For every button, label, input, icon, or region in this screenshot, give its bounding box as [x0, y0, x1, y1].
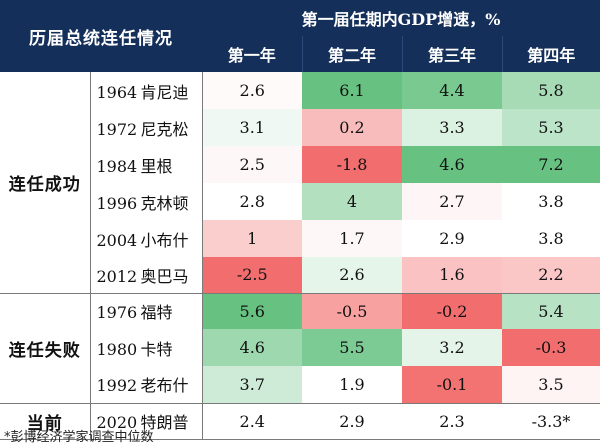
election-year: 1972 — [96, 119, 138, 139]
gdp-value-cell: 4.6 — [202, 329, 302, 366]
table-row: 连任失败 1976 福特 5.6 -0.5 -0.2 5.4 — [0, 293, 600, 404]
election-year: 2012 — [96, 266, 138, 286]
row-label: 2020 特朗普 — [90, 403, 203, 440]
gdp-value-cell: 2.4 — [202, 403, 302, 440]
president-name: 卡特 — [140, 339, 173, 359]
president-name: 特朗普 — [140, 413, 189, 432]
gdp-value-cell: -1.8 — [302, 146, 402, 183]
gdp-span-header: 第一届任期内GDP增速，% — [202, 0, 600, 36]
president-name: 老布什 — [140, 376, 189, 396]
election-year: 1992 — [96, 376, 138, 396]
gdp-value-cell: 3.8 — [502, 220, 600, 257]
row-label: 1980 卡特 — [90, 329, 203, 366]
table-row: 1972 尼克松 3.1 0.2 3.3 5.3 — [0, 109, 600, 146]
president-name: 尼克松 — [140, 119, 189, 139]
group-label: 当前 — [0, 403, 91, 440]
gdp-value-cell: -3.3* — [502, 403, 600, 440]
gdp-value-cell: 1 — [202, 220, 302, 257]
group-label: 连任成功 — [0, 72, 91, 294]
gdp-value-cell: 0.2 — [302, 109, 402, 146]
table-row: 1984 里根 2.5 -1.8 4.6 7.2 — [0, 146, 600, 183]
row-label: 1992 老布什 — [90, 366, 203, 404]
gdp-value-cell: 2.5 — [202, 146, 302, 183]
gdp-value-cell: 2.7 — [402, 183, 502, 220]
gdp-value-cell: 3.5 — [502, 366, 600, 404]
row-label: 1984 里根 — [90, 146, 203, 183]
gdp-value-cell: 2.3 — [402, 403, 502, 440]
table-row: 1996 克林顿 2.8 4 2.7 3.8 — [0, 183, 600, 220]
row-label: 1976 福特 — [90, 293, 203, 329]
gdp-value-cell: -0.3 — [502, 329, 600, 366]
gdp-value-cell: 6.1 — [302, 72, 402, 109]
gdp-value-cell: -0.1 — [402, 366, 502, 404]
election-year: 1984 — [96, 156, 138, 176]
gdp-value-cell: 3.2 — [402, 329, 502, 366]
table-row: 1980 卡特 4.6 5.5 3.2 -0.3 — [0, 329, 600, 366]
year-header-1: 第一年 — [202, 36, 302, 72]
gdp-value-cell: 2.8 — [202, 183, 302, 220]
gdp-value-cell: 3.3 — [402, 109, 502, 146]
gdp-value-cell: 2.9 — [302, 403, 402, 440]
gdp-value-cell: -0.2 — [402, 293, 502, 329]
group-label: 连任失败 — [0, 293, 91, 404]
table-row: 连任成功 1964 肯尼迪 2.6 6.1 4.4 5.8 — [0, 72, 600, 294]
gdp-value-cell: 5.3 — [502, 109, 600, 146]
election-year: 1964 — [96, 82, 138, 102]
president-name: 小布什 — [140, 230, 189, 250]
gdp-value-cell: 2.2 — [502, 257, 600, 294]
president-name: 里根 — [140, 156, 173, 176]
election-year: 2004 — [96, 230, 138, 250]
row-label: 1972 尼克松 — [90, 109, 203, 146]
gdp-value-cell: 4.6 — [402, 146, 502, 183]
gdp-value-cell: -2.5 — [202, 257, 302, 294]
row-label: 2004 小布什 — [90, 220, 203, 257]
gdp-value-cell: 4 — [302, 183, 402, 220]
president-name: 福特 — [140, 303, 173, 323]
table-row: 2012 奥巴马 -2.5 2.6 1.6 2.2 — [0, 257, 600, 294]
gdp-value-cell: 4.4 — [402, 72, 502, 109]
table-corner-title: 历届总统连任情况 — [0, 0, 202, 72]
gdp-value-cell: 2.6 — [202, 72, 302, 109]
year-header-4: 第四年 — [501, 36, 600, 72]
footnote: *彭博经济学家调查中位数 — [4, 430, 154, 445]
president-name: 奥巴马 — [140, 266, 189, 286]
election-year: 1996 — [96, 193, 138, 213]
gdp-value-cell: 3.7 — [202, 366, 302, 404]
gdp-value-cell: 5.4 — [502, 293, 600, 329]
gdp-value-cell: 3.1 — [202, 109, 302, 146]
gdp-value-cell: 5.6 — [202, 293, 302, 329]
gdp-value-cell: 1.7 — [302, 220, 402, 257]
president-name: 肯尼迪 — [140, 82, 189, 102]
table-row: 2004 小布什 1 1.7 2.9 3.8 — [0, 220, 600, 257]
year-header-2: 第二年 — [301, 36, 402, 72]
gdp-value-cell: -0.5 — [302, 293, 402, 329]
gdp-value-cell: 1.6 — [402, 257, 502, 294]
election-year: 1980 — [96, 339, 138, 359]
gdp-value-cell: 5.5 — [302, 329, 402, 366]
table-row: 当前 2020 特朗普 2.4 2.9 2.3 -3.3* — [0, 403, 600, 440]
year-header-3: 第三年 — [401, 36, 502, 72]
gdp-value-cell: 7.2 — [502, 146, 600, 183]
row-label: 1964 肯尼迪 — [90, 72, 203, 109]
gdp-value-cell: 2.9 — [402, 220, 502, 257]
table-body: 连任成功 1964 肯尼迪 2.6 6.1 4.4 5.8 1972 尼克松 3.1 0.2 3.3 5… — [0, 72, 600, 440]
table-row: 1992 老布什 3.7 1.9 -0.1 3.5 — [0, 366, 600, 404]
election-year: 2020 — [96, 413, 138, 432]
gdp-value-cell: 3.8 — [502, 183, 600, 220]
gdp-value-cell: 2.6 — [302, 257, 402, 294]
row-label: 1996 克林顿 — [90, 183, 203, 220]
election-year: 1976 — [96, 303, 138, 323]
gdp-value-cell: 1.9 — [302, 366, 402, 404]
gdp-value-cell: 5.8 — [502, 72, 600, 109]
row-label: 2012 奥巴马 — [90, 257, 203, 294]
president-name: 克林顿 — [140, 193, 189, 213]
